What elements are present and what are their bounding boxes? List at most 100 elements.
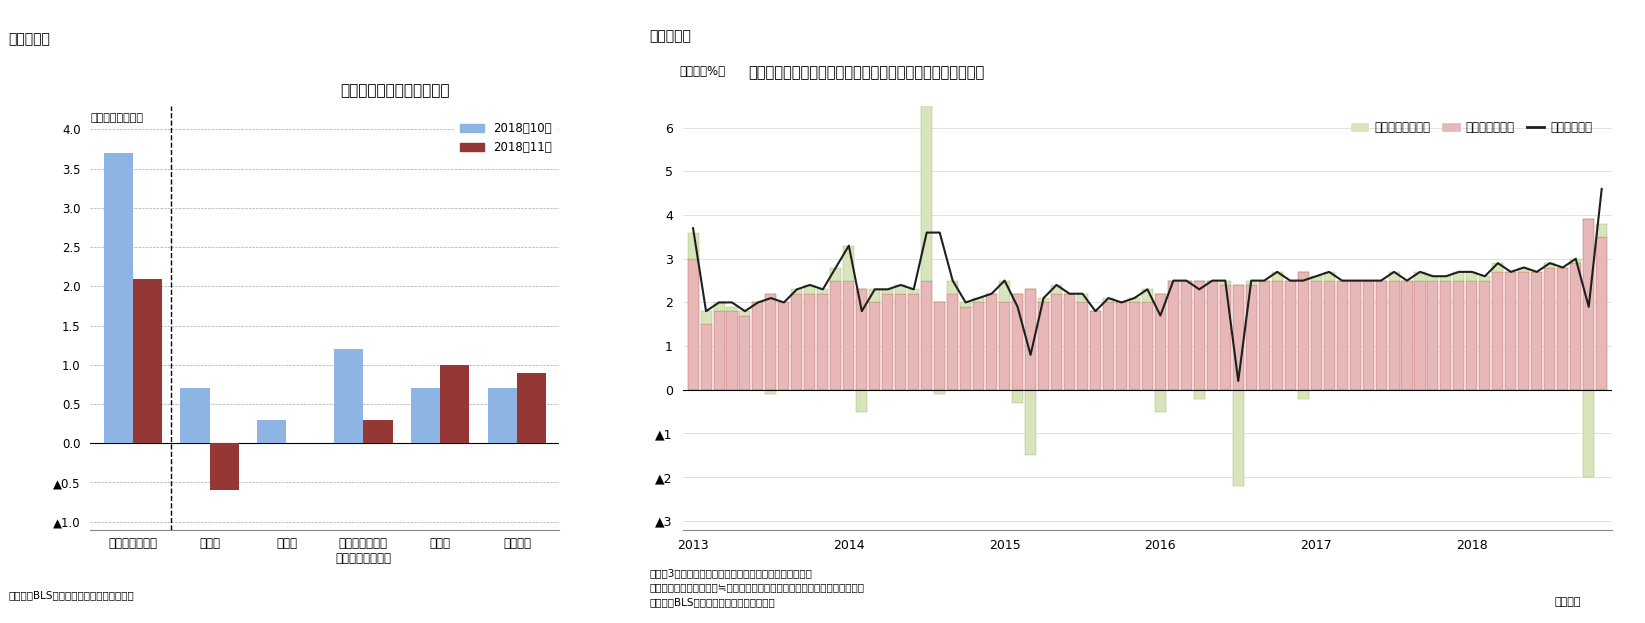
Bar bbox=[934, 302, 946, 390]
Bar bbox=[727, 307, 737, 311]
Bar bbox=[844, 245, 854, 280]
Bar bbox=[844, 280, 854, 390]
Bar bbox=[441, 365, 469, 443]
Bar bbox=[489, 388, 517, 443]
Bar bbox=[818, 293, 829, 390]
Bar bbox=[1285, 280, 1296, 390]
Text: （図表３）: （図表３） bbox=[8, 32, 49, 47]
Bar bbox=[209, 443, 239, 490]
Bar bbox=[1012, 390, 1023, 403]
Bar bbox=[411, 388, 441, 443]
Bar bbox=[1311, 276, 1321, 280]
Bar bbox=[778, 302, 790, 390]
Bar bbox=[1077, 293, 1087, 302]
Text: （図表４）: （図表４） bbox=[650, 29, 691, 44]
Bar bbox=[882, 293, 893, 390]
Bar bbox=[1298, 272, 1309, 390]
Bar bbox=[1064, 293, 1076, 390]
Bar bbox=[804, 285, 816, 293]
Bar bbox=[804, 293, 816, 390]
Bar bbox=[1337, 280, 1347, 390]
Bar bbox=[985, 293, 997, 390]
Bar bbox=[1454, 272, 1464, 280]
Bar bbox=[921, 40, 933, 280]
Bar bbox=[740, 311, 750, 315]
Bar bbox=[895, 285, 906, 293]
Bar bbox=[1479, 276, 1490, 280]
Text: （資料）BLSよりニッセイ基礎研究所作成: （資料）BLSよりニッセイ基礎研究所作成 bbox=[8, 590, 133, 600]
Bar bbox=[1091, 311, 1101, 390]
Bar bbox=[882, 289, 893, 293]
Bar bbox=[1298, 390, 1309, 399]
Bar bbox=[1428, 280, 1438, 390]
Bar bbox=[1025, 289, 1036, 390]
Bar bbox=[1219, 280, 1230, 285]
Bar bbox=[1375, 280, 1387, 390]
Text: （注）3カ月後方移動平均後の前月比伸び率（年率換算）: （注）3カ月後方移動平均後の前月比伸び率（年率換算） bbox=[650, 568, 813, 578]
Bar bbox=[1324, 280, 1334, 390]
Bar bbox=[334, 349, 364, 443]
Bar bbox=[948, 280, 957, 293]
Bar bbox=[133, 278, 161, 443]
Bar bbox=[1012, 293, 1023, 390]
Bar bbox=[1492, 263, 1504, 272]
Bar bbox=[688, 259, 699, 390]
Bar bbox=[857, 390, 867, 412]
Bar bbox=[727, 311, 737, 390]
Text: （前月差、万人）: （前月差、万人） bbox=[90, 113, 143, 123]
Bar bbox=[1194, 390, 1204, 399]
Bar bbox=[1025, 390, 1036, 455]
Bar bbox=[1142, 289, 1153, 302]
Bar bbox=[1402, 280, 1413, 390]
Bar bbox=[1272, 272, 1283, 280]
Bar bbox=[1038, 302, 1050, 390]
Bar bbox=[364, 420, 393, 443]
Bar bbox=[1311, 280, 1321, 390]
Bar bbox=[934, 390, 946, 394]
Bar bbox=[1142, 302, 1153, 390]
週当たり賃金 bbox=[1592, 185, 1612, 193]
Bar bbox=[908, 289, 920, 293]
Bar bbox=[714, 302, 724, 311]
Bar bbox=[1349, 280, 1360, 390]
Bar bbox=[1155, 390, 1166, 412]
週当たり賃金 bbox=[1383, 268, 1403, 275]
Bar bbox=[974, 298, 984, 302]
Bar bbox=[1571, 259, 1581, 263]
Bar bbox=[104, 153, 133, 443]
Bar bbox=[1492, 272, 1504, 390]
Bar bbox=[1362, 280, 1374, 390]
Bar bbox=[765, 390, 776, 394]
Bar bbox=[791, 289, 803, 293]
Bar bbox=[1219, 285, 1230, 390]
Bar bbox=[1518, 267, 1530, 272]
Bar bbox=[1168, 280, 1179, 390]
Bar bbox=[1558, 267, 1568, 390]
Bar bbox=[1466, 280, 1477, 390]
Bar bbox=[791, 293, 803, 390]
Bar bbox=[895, 293, 906, 390]
Bar bbox=[1102, 302, 1114, 390]
Bar bbox=[1194, 280, 1204, 390]
Bar bbox=[1518, 272, 1530, 390]
Bar bbox=[1415, 272, 1426, 280]
Bar bbox=[1596, 237, 1607, 390]
Bar bbox=[831, 280, 841, 390]
Line: 週当たり賃金: 週当たり賃金 bbox=[693, 189, 1602, 381]
Text: 民間非農業部門の週当たり賃金伸び率（年率換算、寄与度）: 民間非農業部門の週当たり賃金伸び率（年率換算、寄与度） bbox=[748, 65, 985, 80]
Bar bbox=[181, 388, 209, 443]
Bar bbox=[1466, 272, 1477, 280]
Bar bbox=[1545, 263, 1555, 267]
Bar bbox=[517, 373, 546, 443]
Bar bbox=[1388, 272, 1400, 280]
Bar bbox=[1245, 285, 1257, 390]
Bar bbox=[688, 232, 699, 259]
Legend: 2018年10月, 2018年11月: 2018年10月, 2018年11月 bbox=[454, 116, 558, 159]
Bar bbox=[1582, 219, 1594, 390]
Title: 前月分・前々月分の改定幅: 前月分・前々月分の改定幅 bbox=[341, 83, 451, 98]
Bar bbox=[1038, 298, 1050, 302]
Bar bbox=[818, 289, 829, 293]
Bar bbox=[1115, 302, 1127, 390]
Text: （月次）: （月次） bbox=[1555, 597, 1581, 607]
Bar bbox=[1077, 302, 1087, 390]
